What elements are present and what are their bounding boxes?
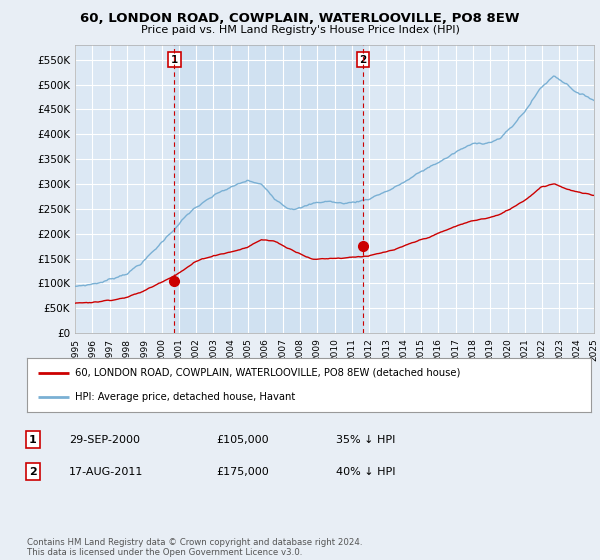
Text: 60, LONDON ROAD, COWPLAIN, WATERLOOVILLE, PO8 8EW: 60, LONDON ROAD, COWPLAIN, WATERLOOVILLE… xyxy=(80,12,520,25)
Text: Contains HM Land Registry data © Crown copyright and database right 2024.
This d: Contains HM Land Registry data © Crown c… xyxy=(27,538,362,557)
Text: 17-AUG-2011: 17-AUG-2011 xyxy=(69,466,143,477)
Text: £105,000: £105,000 xyxy=(216,435,269,445)
Text: Price paid vs. HM Land Registry's House Price Index (HPI): Price paid vs. HM Land Registry's House … xyxy=(140,25,460,35)
Text: 1: 1 xyxy=(29,435,37,445)
Text: 2: 2 xyxy=(359,55,367,65)
Bar xyxy=(175,45,363,333)
Text: 1: 1 xyxy=(171,55,178,65)
Text: 40% ↓ HPI: 40% ↓ HPI xyxy=(336,466,395,477)
Text: £175,000: £175,000 xyxy=(216,466,269,477)
Text: 29-SEP-2000: 29-SEP-2000 xyxy=(69,435,140,445)
Text: 35% ↓ HPI: 35% ↓ HPI xyxy=(336,435,395,445)
Text: 60, LONDON ROAD, COWPLAIN, WATERLOOVILLE, PO8 8EW (detached house): 60, LONDON ROAD, COWPLAIN, WATERLOOVILLE… xyxy=(75,368,460,378)
Text: HPI: Average price, detached house, Havant: HPI: Average price, detached house, Hava… xyxy=(75,392,295,402)
Text: 2: 2 xyxy=(29,466,37,477)
